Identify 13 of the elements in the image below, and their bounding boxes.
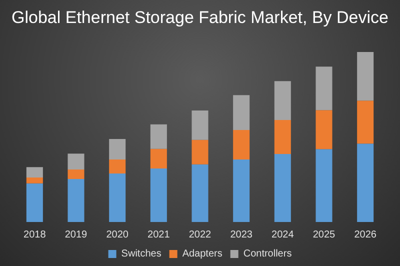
chart-title: Global Ethernet Storage Fabric Market, By Device xyxy=(12,8,388,27)
x-tick-label: 2026 xyxy=(354,230,377,240)
legend-label: Switches xyxy=(121,248,162,260)
x-tick-label: 2019 xyxy=(64,230,88,240)
x-tick-label: 2021 xyxy=(148,230,170,240)
x-tick-label: 2023 xyxy=(230,230,253,240)
x-tick-label: 2020 xyxy=(106,230,129,240)
x-tick-label: 2022 xyxy=(188,230,212,240)
legend-label: Controllers xyxy=(243,248,292,260)
x-tick-label: 2018 xyxy=(24,230,46,240)
x-tick-label: 2024 xyxy=(272,230,294,240)
legend-label: Adapters xyxy=(182,248,222,260)
x-tick-label: 2025 xyxy=(312,230,336,240)
